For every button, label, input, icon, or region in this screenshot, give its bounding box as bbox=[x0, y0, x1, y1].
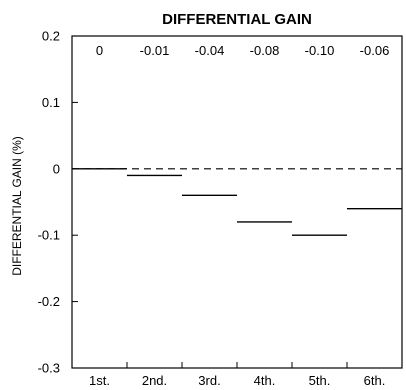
data-value-label: -0.08 bbox=[250, 43, 280, 58]
plot-frame bbox=[71, 35, 403, 369]
data-value-label: 0 bbox=[96, 43, 103, 58]
x-tick-label: 1st. bbox=[89, 373, 110, 388]
x-tick-label: 2nd. bbox=[142, 373, 167, 388]
y-tick-label: 0.2 bbox=[42, 29, 60, 44]
x-tick-label: 3rd. bbox=[198, 373, 220, 388]
y-axis-label: DIFFERENTIAL GAIN (%) bbox=[10, 136, 24, 276]
x-tick-label: 6th. bbox=[364, 373, 386, 388]
y-tick-label: 0.1 bbox=[42, 95, 60, 110]
data-value-label: -0.04 bbox=[195, 43, 225, 58]
y-tick-label: -0.1 bbox=[38, 228, 60, 243]
y-tick-label: 0 bbox=[53, 161, 60, 176]
x-tick-label: 4th. bbox=[254, 373, 276, 388]
y-tick-label: -0.3 bbox=[38, 361, 60, 376]
y-tick-label: -0.2 bbox=[38, 294, 60, 309]
chart-title: DIFFERENTIAL GAIN bbox=[162, 11, 312, 28]
data-value-label: -0.01 bbox=[140, 43, 170, 58]
x-tick-label: 5th. bbox=[309, 373, 331, 388]
data-value-label: -0.06 bbox=[360, 43, 390, 58]
data-value-label: -0.10 bbox=[305, 43, 335, 58]
